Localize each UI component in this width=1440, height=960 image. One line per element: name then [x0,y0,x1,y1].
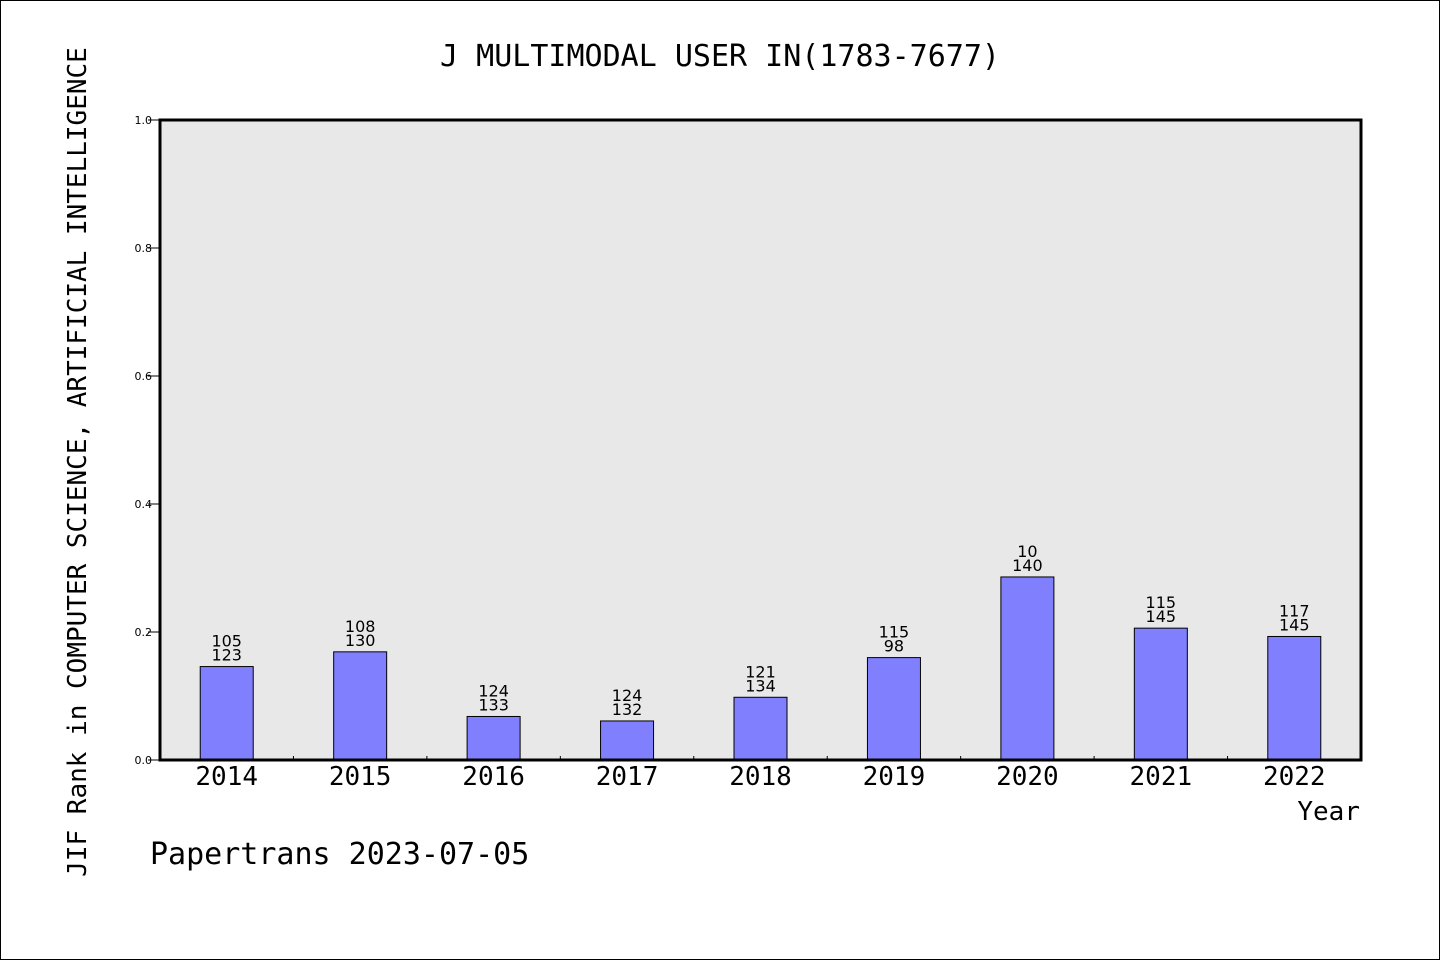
bar-2022 [1267,635,1322,761]
bars: 1051232014108130201512413320161241322017… [195,542,1325,792]
y-tick-label: 0.6 [135,370,153,383]
bar-total-label: 123 [211,646,242,665]
y-tick-label: 0.2 [135,626,153,639]
footer-credit: Papertrans 2023-07-05 [150,837,529,872]
y-tick-label: 0.4 [135,498,153,511]
x-tick-label: 2020 [996,762,1059,792]
bar-2018 [733,696,788,761]
x-axis-label: Year [1297,797,1360,827]
y-axis-label: JIF Rank in COMPUTER SCIENCE, ARTIFICIAL… [63,47,93,877]
x-tick-label: 2022 [1263,762,1326,792]
bar-2015 [333,651,388,761]
x-tick-label: 2018 [729,762,792,792]
bar-total-label: 133 [478,695,509,714]
axis-ticks: 0.0 0.2 0.4 0.6 0.8 1.0 [135,114,1229,767]
bar-rank-label: 124 [478,681,509,700]
bar-total-label: 98 [884,637,904,656]
bar-total-label: 145 [1146,607,1177,626]
bar-total-label: 145 [1279,615,1310,634]
y-tick-label: 0.0 [135,754,153,767]
bar-rank-label: 115 [1146,593,1177,612]
bar-2021 [1133,627,1188,761]
x-tick-label: 2019 [863,762,926,792]
x-tick-label: 2016 [462,762,525,792]
bar-rank-label: 105 [211,632,242,651]
bar-total-label: 130 [345,631,376,650]
bar-rank-label: 10 [1017,542,1037,561]
plot-border [158,118,1363,762]
bar-2020 [1000,576,1055,761]
bar-2016 [466,715,521,761]
bar-total-label: 134 [745,676,776,695]
bar-2017 [600,720,655,761]
x-tick-label: 2017 [596,762,659,792]
bar-2014 [199,666,254,761]
x-tick-label: 2021 [1130,762,1193,792]
chart-title: J MULTIMODAL USER IN(1783-7677) [440,39,1000,74]
bar-rank-label: 121 [745,662,776,681]
bar-rank-label: 115 [879,623,910,642]
bar-2019 [866,657,921,761]
x-tick-label: 2015 [329,762,392,792]
bar-total-label: 132 [612,700,643,719]
y-tick-label: 1.0 [135,114,153,127]
bar-total-label: 140 [1012,556,1043,575]
bar-rank-label: 108 [345,617,376,636]
y-tick-label: 0.8 [135,242,153,255]
x-tick-label: 2014 [195,762,258,792]
bar-rank-label: 117 [1279,601,1310,620]
bar-rank-label: 124 [612,686,643,705]
